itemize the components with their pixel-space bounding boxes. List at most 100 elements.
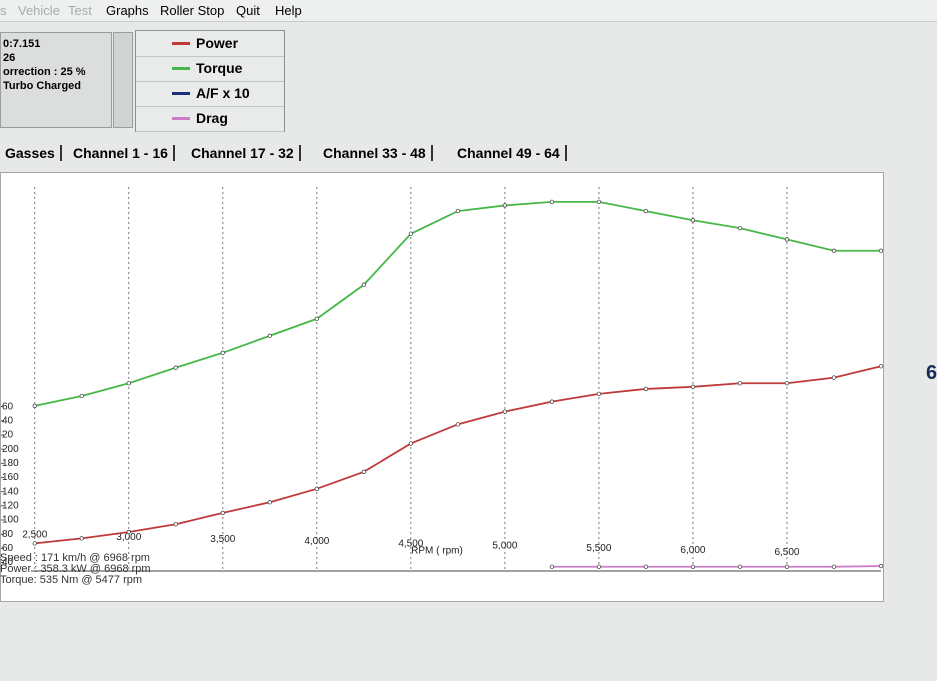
- data-point: [361, 282, 367, 287]
- y-tick-label: 60: [2, 401, 14, 412]
- legend-swatch: [172, 117, 190, 120]
- footer-line: Torque: 535 Nm @ 5477 rpm: [0, 574, 143, 586]
- info-line: 26: [3, 52, 16, 64]
- menu-item[interactable]: Test: [68, 3, 92, 18]
- data-point: [831, 248, 837, 253]
- legend-item: Power: [136, 31, 284, 57]
- data-point: [126, 381, 131, 386]
- info-line: orrection : 25 %: [3, 66, 86, 78]
- series-line: [551, 565, 882, 568]
- x-tick-label: 3,500: [210, 534, 235, 545]
- y-tick-label: 180: [2, 458, 19, 469]
- legend-swatch: [172, 67, 190, 70]
- data-point: [32, 541, 37, 546]
- chart: 2,500 3,000 3,500 4,000 4,500 5,000 5,500 6,000…: [1, 187, 883, 572]
- legend-label: A/F x 10: [196, 85, 250, 101]
- tab[interactable]: Channel 49 - 64: [457, 145, 567, 161]
- x-tick-label: 3,000: [116, 532, 141, 543]
- info-line: 0:7.151: [3, 38, 41, 50]
- edge-label: 6: [926, 362, 937, 384]
- data-point: [126, 529, 131, 535]
- data-point: [549, 399, 555, 404]
- tab[interactable]: Channel 1 - 16: [73, 145, 175, 161]
- data-point: [690, 564, 696, 569]
- data-point: [79, 393, 84, 399]
- menu-item[interactable]: Vehicle: [18, 3, 60, 18]
- x-tick-label: 4,000: [304, 536, 329, 547]
- data-point: [79, 536, 84, 541]
- y-tick-label: 160: [2, 472, 19, 483]
- legend-label: Torque: [196, 60, 243, 76]
- x-tick-label: 6,000: [680, 545, 705, 556]
- x-tick-label: 5,000: [492, 541, 517, 552]
- data-point: [878, 364, 883, 369]
- data-point: [878, 563, 883, 569]
- y-tick-label: 200: [2, 444, 19, 455]
- y-tick-label: 40: [2, 415, 14, 426]
- data-point: [831, 375, 837, 380]
- footer-line: Speed : 171 km/h @ 6968 rpm: [0, 552, 150, 564]
- data-point: [314, 486, 319, 491]
- data-point: [784, 564, 790, 569]
- y-tick-label: 120: [2, 500, 19, 511]
- x-tick-label: 4,500: [398, 538, 423, 549]
- y-tick-label: 60: [2, 543, 14, 554]
- tab[interactable]: Gasses: [5, 145, 62, 161]
- menu-item[interactable]: Quit: [236, 3, 260, 18]
- data-point: [220, 510, 225, 516]
- legend-label: Drag: [196, 110, 228, 126]
- data-point: [220, 350, 225, 355]
- menu-item[interactable]: Help: [275, 3, 302, 18]
- legend-item: Drag: [136, 106, 284, 132]
- y-tick-label: 40: [2, 557, 14, 568]
- data-point: [831, 564, 837, 569]
- graph-panel: 2,500 3,000 3,500 4,000 4,500 5,000 5,500 6,000…: [0, 172, 884, 602]
- y-tick-label: 80: [2, 529, 14, 540]
- data-point: [643, 386, 649, 392]
- menu-bar: s Vehicle Test Graphs Roller Stop Quit Help: [0, 0, 937, 22]
- tab[interactable]: Channel 33 - 48: [323, 145, 433, 161]
- data-point: [455, 208, 461, 214]
- data-point: [596, 564, 602, 569]
- data-point: [549, 564, 555, 569]
- data-point: [455, 422, 461, 427]
- data-point: [267, 333, 272, 338]
- x-tick-label: 5,500: [586, 543, 611, 554]
- menu-item[interactable]: Roller Stop: [160, 3, 225, 18]
- x-tick-label: 6,500: [774, 547, 799, 558]
- y-tick-label: 100: [2, 515, 19, 526]
- legend-label: Power: [196, 35, 239, 51]
- x-tick-label: 2,500: [22, 530, 47, 541]
- series-line: [34, 365, 882, 545]
- menu-item[interactable]: Graphs: [106, 3, 149, 18]
- data-point: [549, 199, 555, 205]
- info-panel: 0:7.151 26 orrection : 25 % Turbo Charged: [0, 32, 112, 128]
- data-point: [267, 500, 272, 505]
- y-tick-label: 20: [2, 430, 14, 441]
- data-point: [643, 208, 649, 214]
- menu-item[interactable]: s: [0, 3, 7, 18]
- data-point: [361, 469, 367, 474]
- data-point: [878, 248, 883, 253]
- data-point: [502, 203, 508, 208]
- data-point: [737, 225, 743, 231]
- series-line: [34, 200, 881, 407]
- data-point: [784, 237, 790, 242]
- data-point: [408, 441, 414, 446]
- data-point: [32, 403, 37, 409]
- data-point: [596, 199, 602, 205]
- data-point: [502, 409, 508, 414]
- data-point: [690, 384, 696, 389]
- data-point: [408, 231, 414, 236]
- x-axis-label: RPM ( rpm): [411, 546, 463, 557]
- info-line: Turbo Charged: [3, 80, 82, 92]
- scrollbar[interactable]: [113, 32, 133, 128]
- data-point: [737, 564, 743, 569]
- data-point: [643, 564, 649, 569]
- tab[interactable]: Channel 17 - 32: [191, 145, 301, 161]
- legend: Power Torque A/F x 10 Drag: [135, 30, 285, 132]
- y-tick-label: 140: [2, 486, 19, 497]
- data-point: [784, 381, 790, 386]
- footer-line: Power : 358.3 kW @ 6968 rpm: [0, 563, 151, 575]
